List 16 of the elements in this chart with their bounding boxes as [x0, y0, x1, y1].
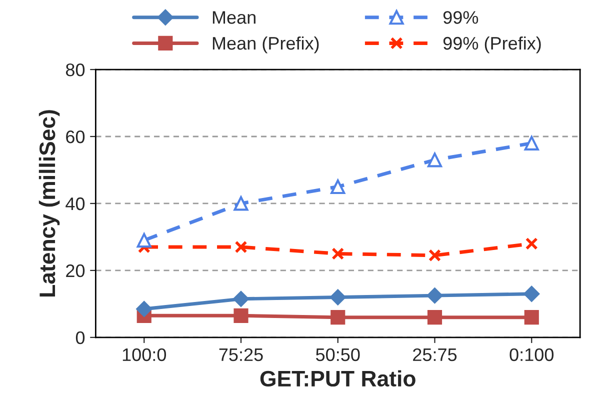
x-tick-label: 50:50: [316, 348, 360, 362]
y-axis-title: Latency (milliSec): [38, 110, 60, 296]
legend-label: 99% (Prefix): [443, 36, 541, 54]
y-tick-label: 20: [66, 264, 85, 278]
x-axis-title: GET:PUT Ratio: [260, 370, 416, 387]
x-tick-label: 25:75: [413, 348, 457, 362]
legend-label: Mean: [212, 11, 256, 24]
legend-label: 99%: [443, 11, 478, 24]
y-tick-label: 80: [66, 63, 85, 76]
x-tick-label: 0:100: [510, 348, 554, 362]
y-tick-label: 60: [66, 130, 85, 144]
y-tick-label: 0: [76, 331, 85, 344]
legend-label: Mean (Prefix): [212, 36, 319, 54]
x-tick-label: 75:25: [219, 348, 263, 362]
y-tick-label: 40: [66, 197, 85, 210]
x-tick-label: 100:0: [122, 348, 166, 362]
